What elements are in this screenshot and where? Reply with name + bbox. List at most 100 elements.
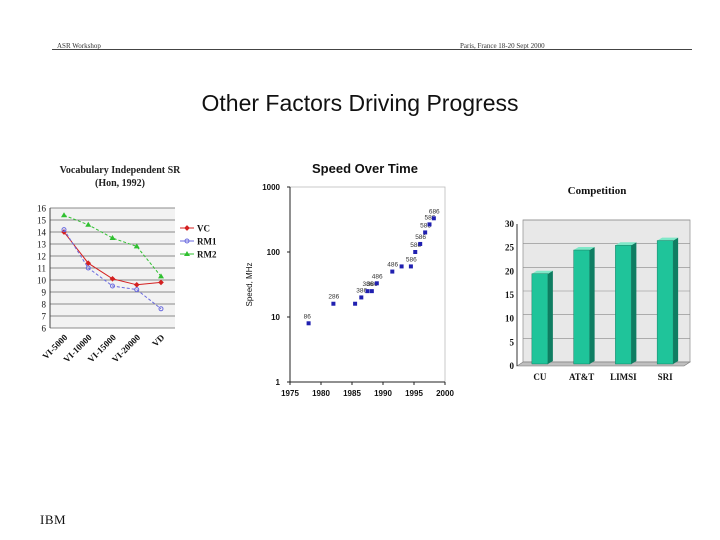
chart1-ytick-label: 10 — [37, 276, 47, 286]
chart1-point — [61, 212, 67, 218]
chart2-point — [423, 230, 428, 235]
chart3-ytick-label: 0 — [510, 361, 515, 371]
chart2-ytick-label: 1000 — [262, 183, 280, 192]
chart1-legend-marker — [184, 238, 190, 244]
chart2-plot-area — [289, 186, 446, 383]
header-rule — [52, 49, 692, 50]
chart1-point — [158, 306, 164, 312]
chart2-ytick-label: 100 — [267, 248, 281, 257]
chart1-ytick-label: 6 — [42, 324, 47, 334]
chart2-point — [369, 289, 374, 294]
chart2-ytick-label: 10 — [271, 313, 280, 322]
chart2-point-label: 586 — [410, 242, 421, 249]
chart2-point — [374, 281, 379, 286]
chart2-point — [306, 321, 311, 326]
chart3-bar-side — [547, 270, 553, 364]
chart2-point-label: 686 — [429, 208, 440, 215]
chart3-bar-side — [589, 247, 595, 364]
chart2-xtick-label: 1995 — [405, 389, 423, 398]
chart1-point — [158, 273, 164, 279]
ibm-logo: IBM — [40, 512, 67, 527]
chart2-point-label: 486 — [372, 273, 383, 280]
chart1-series-line-rm1 — [63, 229, 162, 310]
chart3-bar-top — [615, 242, 637, 246]
chart2-point-label: 386 — [363, 281, 374, 288]
chart3-bar-side — [631, 242, 637, 364]
chart2-xtick-label: 1990 — [374, 389, 392, 398]
chart1-ytick-label: 11 — [37, 264, 46, 274]
chart3-category-label: AT&T — [569, 372, 594, 382]
chart1-point — [85, 221, 92, 227]
chart2-xtick-label: 1980 — [312, 389, 330, 398]
chart1-legend-marker — [184, 225, 190, 231]
chart2-point-label: 586 — [420, 222, 431, 229]
chart1-legend-label: RM2 — [197, 250, 217, 260]
chart3-bar — [615, 245, 632, 365]
chart1-subtitle: (Hon, 1992) — [95, 178, 145, 189]
chart2-point — [418, 241, 423, 246]
chart1-point — [134, 287, 140, 293]
chart2-point — [413, 250, 418, 254]
chart1-ytick-label: 14 — [37, 228, 47, 238]
chart2-point — [408, 264, 413, 269]
chart1-legend-label: VC — [197, 224, 210, 234]
chart2-point — [427, 222, 432, 227]
chart3-category-label: LIMSI — [610, 372, 637, 382]
chart2-point-label: 386 — [367, 281, 378, 288]
chart2-point — [359, 295, 364, 300]
chart3-bar-top — [573, 247, 595, 251]
chart1-ytick-label: 9 — [42, 288, 47, 298]
chart3-ytick-label: 30 — [505, 219, 515, 229]
chart1-ytick-label: 12 — [37, 252, 46, 262]
chart1-ytick-label: 15 — [37, 216, 47, 226]
chart3-category-label: CU — [533, 372, 546, 382]
chart3-bar-side — [673, 237, 679, 364]
chart1-legend-label: RM1 — [197, 237, 217, 247]
chart3-ytick-label: 10 — [505, 314, 515, 324]
chart2-point-label: 86 — [304, 313, 312, 320]
chart1-point — [158, 279, 164, 286]
header-right: Paris, France 18-20 Sept 2000 — [460, 42, 545, 50]
chart3-bar — [656, 240, 674, 365]
chart3-bar — [573, 249, 590, 365]
chart2-point-label: 386 — [356, 287, 367, 294]
chart3-title: Competition — [568, 185, 627, 197]
chart1-point — [85, 260, 92, 267]
chart2-ylabel: Speed, MHz — [245, 262, 254, 306]
chart3-ytick-label: 25 — [505, 243, 515, 253]
chart3-ytick-label: 5 — [510, 337, 515, 347]
chart2-point — [431, 216, 436, 221]
chart1-point — [61, 227, 67, 233]
chart1-legend-marker — [184, 251, 190, 256]
chart3-bar-top — [657, 237, 679, 241]
slide-title: Other Factors Driving Progress — [201, 90, 519, 116]
chart3-bar-top — [531, 270, 553, 274]
chart1-point — [109, 275, 116, 282]
chart3-bar — [531, 273, 549, 365]
chart2-point-label: 586 — [406, 256, 417, 263]
chart3-ytick-label: 20 — [505, 266, 515, 276]
chart1-point — [133, 281, 140, 288]
chart1-ytick-label: 13 — [37, 240, 47, 250]
chart1-point — [133, 243, 140, 249]
chart3-category-label: SRI — [658, 372, 674, 382]
chart2-point — [399, 264, 404, 269]
chart2-point-label: 286 — [328, 294, 339, 301]
chart2-point-label: 586 — [425, 214, 436, 221]
chart2-point — [353, 301, 358, 306]
chart1-series-line-rm2 — [63, 214, 162, 277]
chart2-title: Speed Over Time — [312, 161, 418, 176]
chart1-point — [110, 283, 115, 289]
chart2-xtick-label: 2000 — [436, 389, 454, 398]
chart3-ytick-label: 15 — [505, 290, 515, 300]
chart2-point-label: 586 — [415, 234, 426, 241]
chart1-ytick-label: 8 — [42, 300, 47, 310]
chart2-point — [390, 269, 395, 274]
chart1-title: Vocabulary Independent SR — [60, 165, 182, 176]
chart1-point — [85, 265, 91, 271]
chart2-ytick-label: 1 — [276, 378, 281, 387]
chart2-xtick-label: 1975 — [281, 389, 299, 398]
chart2-point — [365, 289, 370, 294]
